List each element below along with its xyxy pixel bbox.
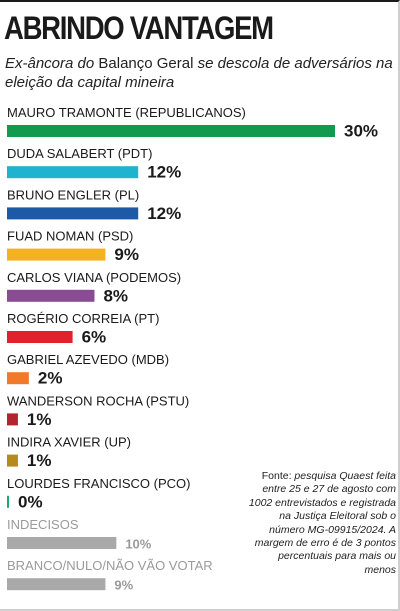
bar <box>7 331 73 343</box>
source-note-text: pesquisa Quaest feita entre 25 e 27 de a… <box>248 470 396 576</box>
value-label: 12% <box>147 204 181 223</box>
category-label: FUAD NOMAN (PSD) <box>7 229 133 244</box>
subtitle-text-after: se descola de adversários na eleição da … <box>5 55 393 91</box>
bar <box>7 495 9 508</box>
value-label: 8% <box>103 286 128 305</box>
bar <box>7 289 95 302</box>
value-label: 2% <box>38 369 63 388</box>
value-label: 1% <box>27 451 52 470</box>
category-label: INDIRA XAVIER (UP) <box>7 435 131 450</box>
value-label: 0% <box>18 492 43 511</box>
category-label: WANDERSON ROCHA (PSTU) <box>7 393 189 408</box>
chart-subtitle: Ex-âncora do Balanço Geral se descola de… <box>5 54 395 92</box>
category-label: GABRIEL AZEVEDO (MDB) <box>7 352 169 367</box>
category-label: LOURDES FRANCISCO (PCO) <box>7 476 190 491</box>
value-label: 10% <box>125 537 151 552</box>
category-label: BRANCO/NULO/NÃO VÃO VOTAR <box>7 558 213 573</box>
subtitle-text-before: Ex-âncora do <box>5 55 99 72</box>
bar <box>7 372 29 385</box>
category-label: INDECISOS <box>7 517 79 532</box>
bar <box>7 454 18 467</box>
value-label: 6% <box>82 328 107 347</box>
bar <box>7 166 139 179</box>
bar <box>7 125 335 137</box>
bar <box>7 578 106 591</box>
bar <box>7 537 117 549</box>
category-label: BRUNO ENGLER (PL) <box>7 187 139 202</box>
category-label: MAURO TRAMONTE (REPUBLICANOS) <box>7 105 246 120</box>
bar <box>7 248 106 261</box>
value-label: 9% <box>114 578 133 593</box>
value-label: 9% <box>114 245 139 264</box>
subtitle-program-name: Balanço Geral <box>98 55 194 72</box>
value-label: 12% <box>147 163 181 182</box>
category-label: CARLOS VIANA (PODEMOS) <box>7 270 181 285</box>
source-note-prefix: Fonte: <box>261 470 292 482</box>
source-note: Fonte: pesquisa Quaest feita entre 25 e … <box>248 470 396 577</box>
value-label: 1% <box>27 410 52 429</box>
value-label: 30% <box>344 122 378 141</box>
category-label: DUDA SALABERT (PDT) <box>7 146 152 161</box>
category-label: ROGÉRIO CORREIA (PT) <box>7 311 159 326</box>
bar <box>7 207 139 220</box>
chart-title: ABRINDO VANTAGEM <box>4 10 274 46</box>
bar <box>7 413 18 426</box>
